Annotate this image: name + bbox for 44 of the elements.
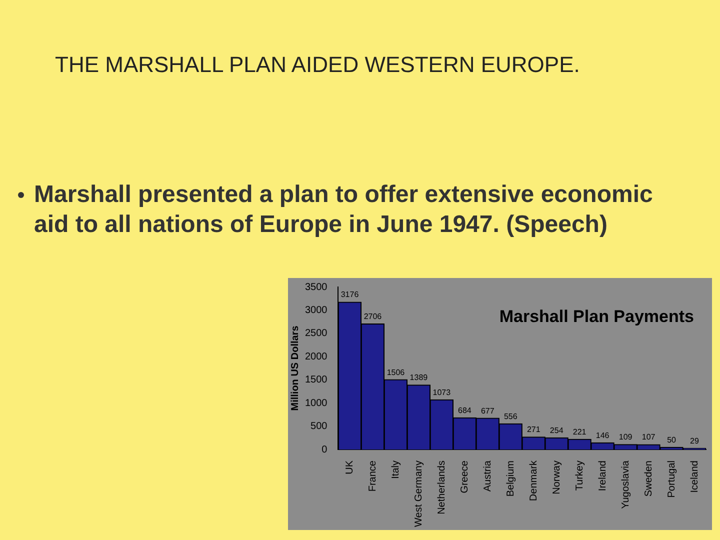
y-tick-label: 1500	[304, 374, 328, 386]
x-tick-label: Netherlands	[436, 460, 448, 514]
y-tick-label: 2500	[304, 328, 328, 340]
text: Marshall presented a plan to offer extensive economic aid to all nations of Europe in June 1947. (Speech)	[34, 180, 654, 240]
data-label: 107	[642, 432, 656, 442]
y-tick-label: 3000	[304, 304, 328, 316]
x-tick-label: Yugoslavia	[620, 460, 632, 509]
x-tick-label: Greece	[459, 460, 470, 494]
y-tick-label: 2000	[304, 351, 328, 362]
x-tick-label: Denmark	[528, 460, 540, 502]
data-label: 2706	[364, 312, 382, 322]
x-tick-label: Sweden	[643, 460, 654, 497]
data-label: 684	[458, 406, 472, 415]
x-tick-label: Turkey	[574, 460, 586, 491]
data-label: 50	[667, 435, 677, 444]
x-tick-label: West Germany	[413, 460, 424, 527]
text: THE MARSHALL PLAN AIDED WESTERN EUROPE.	[55, 52, 580, 78]
data-label: 1506	[386, 368, 406, 377]
x-tick-label: Ireland	[597, 460, 608, 492]
x-tick-label: France	[367, 460, 378, 492]
data-label: 1389	[410, 373, 428, 382]
y-tick-label: 0	[322, 444, 328, 456]
y-axis-title: Million US Dollars	[290, 325, 301, 411]
data-label: 556	[504, 412, 518, 421]
y-tick-label: 3500	[304, 282, 328, 293]
data-label: 677	[480, 406, 495, 416]
data-label: 109	[618, 432, 633, 442]
data-label: 29	[690, 436, 700, 446]
x-tick-label: Austria	[482, 460, 494, 492]
x-tick-label: UK	[344, 460, 356, 474]
data-label: 146	[596, 430, 610, 440]
x-tick-label: Italy	[390, 460, 402, 479]
x-tick-label: Belgium	[505, 460, 516, 497]
data-label: 1073	[432, 388, 452, 397]
x-tick-label: Portugal	[666, 460, 678, 498]
x-tick-label: Iceland	[689, 460, 700, 493]
data-label: 3176	[340, 290, 360, 300]
text: Marshall Plan Payments	[499, 307, 694, 326]
y-tick-label: 1000	[304, 398, 328, 409]
x-tick-label: Norway	[551, 460, 562, 494]
data-label: 221	[572, 427, 587, 436]
y-tick-label: 500	[310, 421, 328, 432]
data-label: 271	[526, 425, 541, 434]
data-label: 254	[550, 426, 564, 435]
